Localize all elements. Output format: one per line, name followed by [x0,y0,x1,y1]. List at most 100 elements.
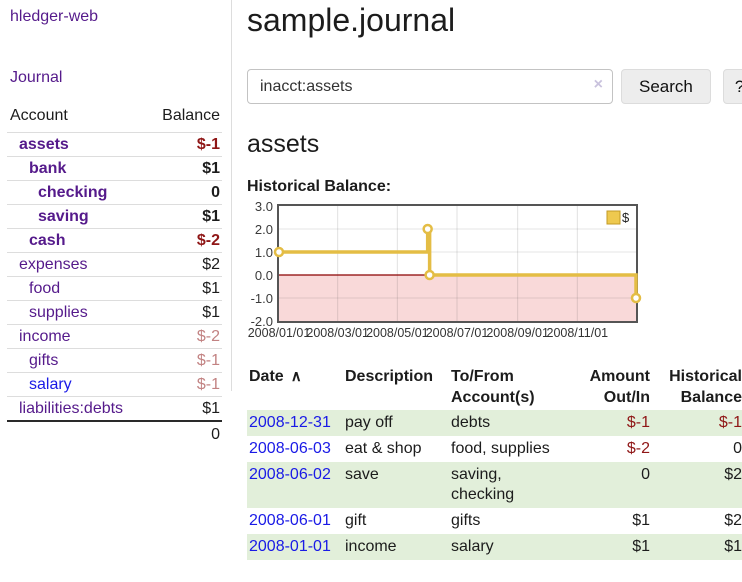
brand-link[interactable]: hledger-web [10,8,99,25]
account-balance: $-2 [148,228,222,253]
account-row: salary $-1 [7,372,222,397]
data-point-marker [273,246,285,258]
account-balance: $1 [148,396,222,421]
data-point-marker [424,269,435,281]
account-row: checking 0 [7,180,222,205]
search-input[interactable] [247,69,613,104]
data-point-marker [422,223,433,235]
transaction-description: save [345,466,379,483]
data-point-marker [630,292,642,304]
transaction-date-link[interactable]: 2008-06-01 [249,512,331,529]
chart-title: Historical Balance: [247,178,392,195]
historical-balance-column-header: Historical Balance [669,368,742,406]
accounts-header-row: Account Balance [7,104,222,133]
account-column-header: Account [10,107,68,124]
sidebar-item-journal[interactable]: Journal [10,69,63,86]
account-balance: 0 [148,180,222,205]
account-row: gifts $-1 [7,348,222,373]
transaction-balance: $2 [724,512,742,529]
sort-ascending-icon: ∧ [290,368,302,385]
account-link[interactable]: food [29,280,61,297]
y-axis-tick-label: 1.0 [254,245,273,260]
y-axis-tick-label: 0.0 [254,268,273,283]
account-balance: $2 [148,252,222,277]
x-axis-tick-label: 2008/09/01 [486,326,549,340]
chart-y-axis: 3.0 2.0 1.0 0.0 -1.0 -2.0 [247,200,277,328]
legend-swatch [606,210,621,225]
date-column-header[interactable]: Date ∧ [247,364,345,410]
account-balance: $1 [148,204,222,229]
transaction-description: income [345,538,397,555]
transaction-row: 2008-06-02 save saving, checking 0 $2 [247,462,742,508]
account-link[interactable]: gifts [29,352,59,369]
transaction-row: 2008-06-03 eat & shop food, supplies $-2… [247,436,742,462]
accounts-table: Account Balance assets $-1 bank $1 check… [7,104,222,447]
account-balance: $1 [148,300,222,325]
clear-search-icon[interactable]: × [593,76,603,93]
account-link[interactable]: supplies [29,304,88,321]
transaction-row: 2008-01-01 income salary $1 $1 [247,534,742,560]
x-axis-tick-label: 2008/01/01 [247,326,311,340]
account-row: expenses $2 [7,252,222,277]
accounts-total-value: 0 [148,420,222,447]
transaction-description: eat & shop [345,440,422,457]
historical-balance-chart: 3.0 2.0 1.0 0.0 -1.0 -2.0 $ 2008/01/01 2008/03… [247,200,742,344]
transaction-balance: 0 [733,440,742,457]
transaction-date-link[interactable]: 2008-01-01 [249,538,331,555]
transaction-row: 2008-12-31 pay off debts $-1 $-1 [247,410,742,436]
account-balance: $-1 [148,132,222,157]
account-balance: $1 [148,156,222,181]
account-link[interactable]: bank [29,160,67,177]
account-link[interactable]: salary [29,376,72,393]
account-link[interactable]: liabilities:debts [19,400,124,417]
account-row: food $1 [7,276,222,301]
transaction-balance: $-1 [718,414,742,431]
sidebar-divider [231,0,232,391]
x-axis-tick-label: 2008/07/01 [425,326,489,340]
search-bar: × Search ? [247,69,742,104]
page-title: sample.journal [247,2,456,38]
chart-x-axis: 2008/01/01 2008/03/01 2008/05/01 2008/07/01… [248,326,638,344]
accounts-total-row: 0 [7,420,222,447]
transaction-date-link[interactable]: 2008-12-31 [249,414,331,431]
accounts-column-header: To/From Account(s) [451,368,535,406]
transaction-amount: $-2 [626,440,650,457]
transaction-amount: $1 [632,512,650,529]
description-column-header: Description [345,368,434,385]
total-row-spacer [7,420,149,447]
transaction-amount: 0 [641,466,650,483]
account-row: liabilities:debts $1 [7,396,222,421]
transaction-date-link[interactable]: 2008-06-02 [249,466,331,483]
transaction-amount: $-1 [626,414,650,431]
account-link[interactable]: checking [38,184,108,201]
account-balance: $-1 [148,372,222,397]
help-button[interactable]: ? [722,69,742,104]
transaction-balance: $2 [724,466,742,483]
y-axis-tick-label: 3.0 [254,199,273,214]
transaction-accounts: food, supplies [451,440,550,457]
amount-column-header: Amount Out/In [589,368,650,406]
transaction-row: 2008-06-01 gift gifts $1 $2 [247,508,742,534]
legend-label: $ [622,210,630,225]
balance-column-header: Balance [162,107,220,124]
account-link[interactable]: saving [38,208,89,225]
chart-canvas: $ [273,206,642,321]
x-axis-tick-label: 2008/05/01 [366,326,429,340]
account-link[interactable]: income [19,328,71,345]
account-link[interactable]: cash [29,232,66,249]
negative-region [279,275,636,321]
transaction-date-link[interactable]: 2008-06-03 [249,440,331,457]
date-header-label: Date [249,368,284,385]
transaction-balance: $1 [724,538,742,555]
sidebar: hledger-web Journal Account Balance asse… [0,0,231,447]
account-row: supplies $1 [7,300,222,325]
account-link[interactable]: expenses [19,256,88,273]
account-link[interactable]: assets [19,136,69,153]
chart-plot-area: $ [273,204,642,323]
register-table: Date ∧ Description To/From Account(s) Amo… [247,364,742,560]
transaction-accounts: debts [451,414,491,431]
account-row: saving $1 [7,204,222,229]
transaction-accounts: salary [451,538,494,555]
x-axis-tick-label: 2008/03/01 [306,326,369,340]
search-button[interactable]: Search [621,69,711,104]
